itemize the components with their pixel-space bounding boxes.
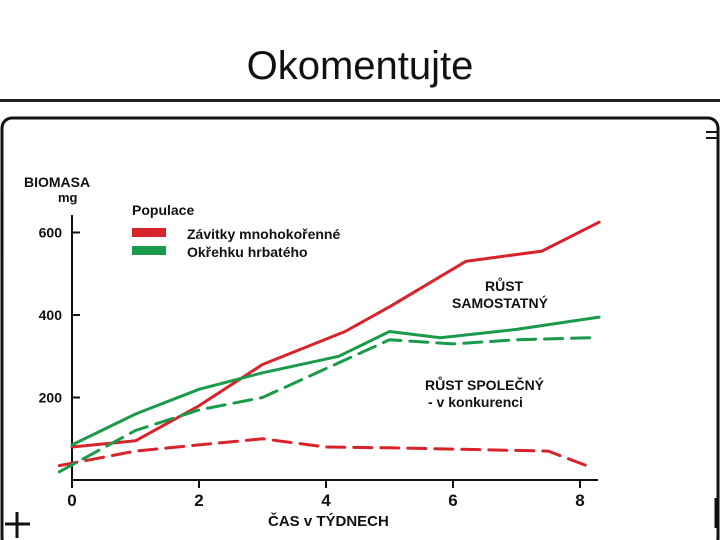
legend-label-red: Závitky mnohokořenné	[187, 226, 340, 242]
x-axis-label: ČAS v TÝDNECH	[268, 512, 389, 530]
x-tick-label: 8	[575, 491, 584, 510]
y-axis-unit: mg	[58, 190, 78, 205]
page-title: Okomentujte	[246, 44, 474, 88]
tick-layer: 0 2 4 6 8 200 400 600	[39, 225, 585, 511]
series-line-4	[57, 336, 595, 474]
series-layer	[57, 220, 601, 474]
chart-frame	[0, 116, 720, 540]
y-axis-label: BIOMASA	[24, 174, 90, 190]
series-line-2	[70, 315, 601, 447]
y-tick-label: 600	[39, 225, 63, 241]
y-tick-label: 400	[39, 307, 63, 323]
legend-swatch-green	[132, 246, 166, 255]
x-tick-label: 2	[194, 491, 203, 510]
series-line-1	[70, 220, 601, 449]
legend-swatch-red	[132, 228, 166, 237]
annotation-alone-line1: RŮST	[485, 276, 524, 294]
plus-icon	[5, 512, 30, 538]
legend-title: Populace	[132, 202, 194, 218]
annotation-alone-line2: SAMOSTATNÝ	[452, 294, 549, 311]
x-tick-label: 4	[321, 491, 331, 510]
y-tick-label: 200	[39, 390, 63, 406]
annotation-together-line2: - v konkurenci	[428, 394, 523, 410]
title-divider	[0, 99, 720, 102]
annotation-together-line1: RŮST SPOLEČNÝ	[425, 375, 545, 393]
legend: Populace Závitky mnohokořenné Okřehku hr…	[132, 202, 340, 260]
legend-label-green: Okřehku hrbatého	[187, 244, 308, 260]
x-tick-label: 6	[448, 491, 457, 510]
series-line-3	[57, 437, 588, 468]
x-tick-label: 0	[67, 491, 76, 510]
